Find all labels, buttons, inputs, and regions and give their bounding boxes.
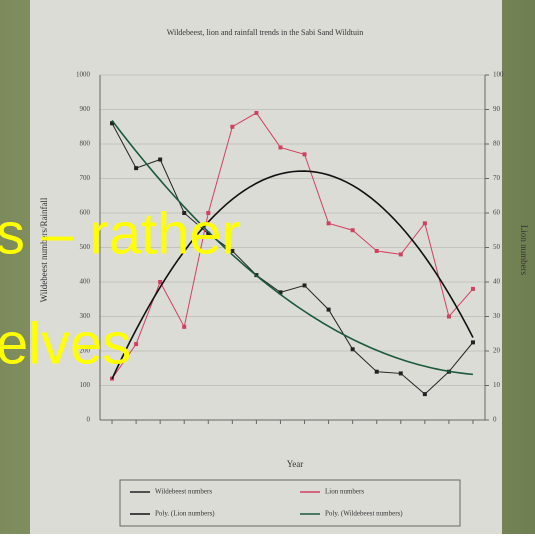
data-point xyxy=(278,145,283,150)
y2-tick-label: 40 xyxy=(493,278,501,286)
data-point xyxy=(134,342,139,347)
data-point xyxy=(446,314,451,319)
x-axis-label: Year xyxy=(287,459,304,469)
y-tick-label: 300 xyxy=(80,312,91,320)
data-point xyxy=(422,221,427,226)
series-line xyxy=(111,123,474,395)
data-point xyxy=(302,152,307,157)
data-point xyxy=(182,324,187,329)
trendline xyxy=(111,170,474,380)
legend-label: Wildebeest numbers xyxy=(155,488,212,496)
data-point xyxy=(206,231,211,236)
y2-tick-label: 20 xyxy=(493,347,501,355)
data-point xyxy=(182,211,187,215)
y-tick-label: 900 xyxy=(80,105,91,113)
overlay-text: s – rather xyxy=(0,201,241,266)
data-point xyxy=(398,371,403,376)
overlay-text: elves xyxy=(0,311,131,376)
data-point xyxy=(206,211,211,215)
y2-tick-label: 80 xyxy=(493,140,501,148)
y-tick-label: 1000 xyxy=(76,71,91,79)
data-point xyxy=(254,110,259,115)
legend xyxy=(119,479,461,527)
data-point xyxy=(230,124,235,129)
trendline xyxy=(111,119,474,376)
y2-tick-label: 50 xyxy=(493,243,501,251)
y-tick-label: 100 xyxy=(80,381,91,389)
data-point xyxy=(110,121,115,126)
data-point xyxy=(398,252,403,257)
y-tick-label: 0 xyxy=(87,416,91,424)
data-point xyxy=(326,221,331,226)
data-point xyxy=(374,369,379,374)
data-point xyxy=(278,290,283,295)
y2-tick-label: 0 xyxy=(493,416,497,424)
y2-tick-label: 90 xyxy=(493,105,501,113)
data-point xyxy=(158,157,163,162)
data-point xyxy=(350,228,355,233)
y2-tick-label: 60 xyxy=(493,209,501,217)
y2-axis-label: Lion numbers xyxy=(519,225,529,276)
data-point xyxy=(470,340,475,345)
data-point xyxy=(374,248,379,253)
data-point xyxy=(422,392,427,397)
y2-tick-label: 70 xyxy=(493,174,501,182)
data-point xyxy=(350,347,355,352)
y-axis-label: Wildebeest numbers/Rainfall xyxy=(39,197,49,302)
data-point xyxy=(302,283,307,288)
legend-label: Poly. (Wildebeest numbers) xyxy=(325,510,403,518)
y-tick-label: 400 xyxy=(80,278,91,286)
data-point xyxy=(134,166,139,171)
chart-title: Wildebeest, lion and rainfall trends in … xyxy=(167,28,364,37)
y2-tick-label: 10 xyxy=(493,381,501,389)
y2-tick-label: 100 xyxy=(493,71,504,79)
y-tick-label: 800 xyxy=(80,140,91,148)
chart-image xyxy=(30,0,502,534)
y-tick-label: 500 xyxy=(80,243,91,251)
legend-label: Poly. (Lion numbers) xyxy=(155,510,215,518)
y-tick-label: 200 xyxy=(80,347,91,355)
legend-label: Lion numbers xyxy=(325,488,364,496)
data-point xyxy=(470,286,475,291)
series-line xyxy=(111,112,474,379)
data-point xyxy=(158,280,163,284)
data-point xyxy=(230,248,235,253)
y-tick-label: 700 xyxy=(80,174,91,182)
data-point xyxy=(326,307,331,312)
y-tick-label: 600 xyxy=(80,209,91,217)
y2-tick-label: 30 xyxy=(493,312,501,320)
